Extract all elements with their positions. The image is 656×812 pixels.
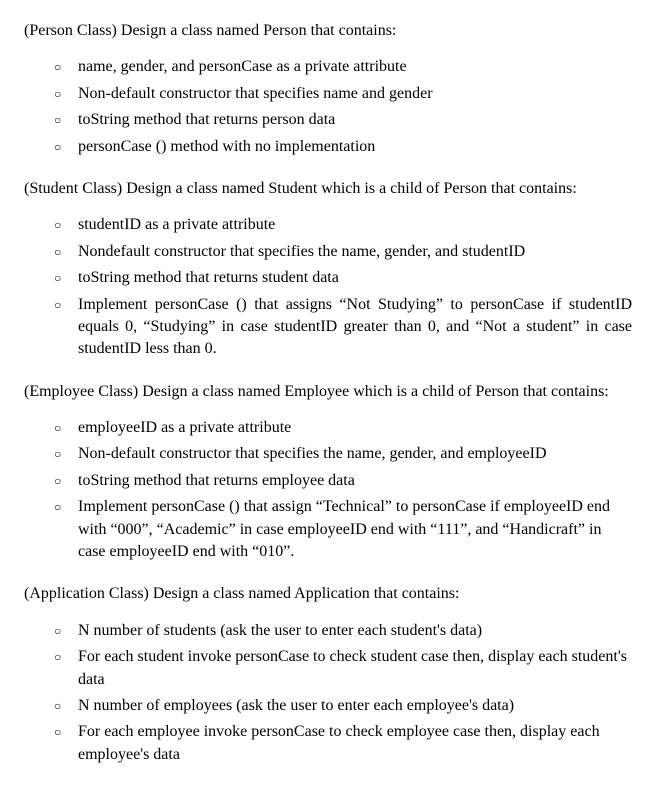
list-item: toString method that returns student dat… [78,267,632,289]
list-item: Nondefault constructor that specifies th… [78,241,632,263]
application-class-title: (Application Class) Design a class named… [24,583,632,605]
list-item: toString method that returns person data [78,109,632,131]
list-item: Implement personCase () that assign “Tec… [78,496,632,563]
student-class-title: (Student Class) Design a class named Stu… [24,178,632,200]
list-item: Non-default constructor that specifies t… [78,443,632,465]
list-item: Non-default constructor that specifies n… [78,83,632,105]
list-item: N number of students (ask the user to en… [78,620,632,642]
list-item: studentID as a private attribute [78,214,632,236]
employee-class-bullets: employeeID as a private attribute Non-de… [24,417,632,563]
list-item: employeeID as a private attribute [78,417,632,439]
list-item: Implement personCase () that assigns “No… [78,294,632,361]
list-item: toString method that returns employee da… [78,470,632,492]
employee-class-title: (Employee Class) Design a class named Em… [24,381,632,403]
application-class-bullets: N number of students (ask the user to en… [24,620,632,766]
list-item: For each employee invoke personCase to c… [78,721,632,766]
student-class-bullets: studentID as a private attribute Nondefa… [24,214,632,360]
person-class-title: (Person Class) Design a class named Pers… [24,20,632,42]
list-item: For each student invoke personCase to ch… [78,646,632,691]
list-item: name, gender, and personCase as a privat… [78,56,632,78]
list-item: N number of employees (ask the user to e… [78,695,632,717]
person-class-bullets: name, gender, and personCase as a privat… [24,56,632,158]
list-item: personCase () method with no implementat… [78,136,632,158]
